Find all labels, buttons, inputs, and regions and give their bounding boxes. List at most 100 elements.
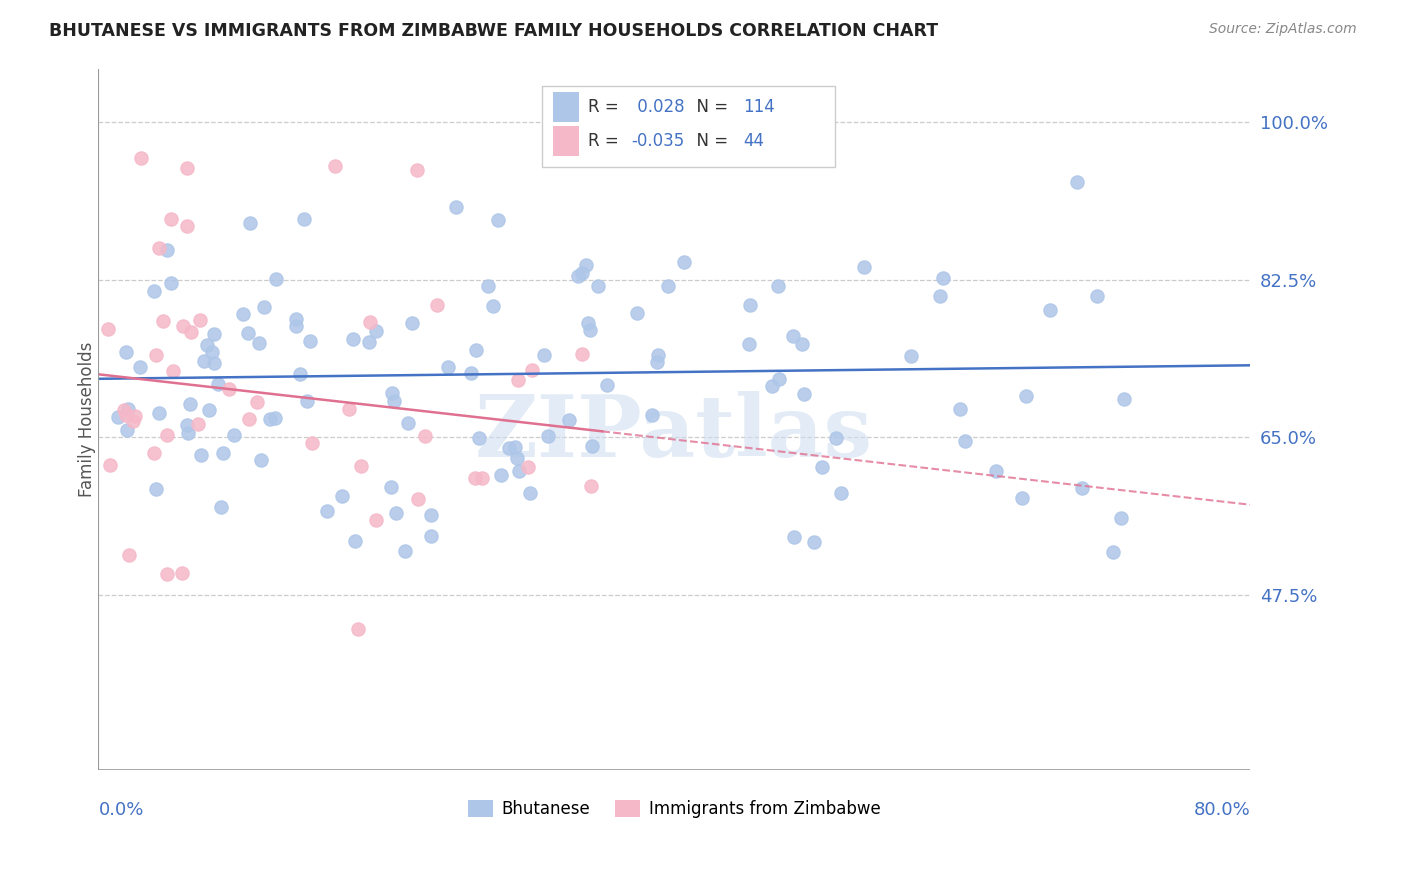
Point (406, 491, 429, 506)
Point (236, 326, 259, 340)
Point (1085, 289, 1108, 303)
Point (672, 255, 695, 269)
Point (803, 535, 825, 549)
Point (768, 372, 790, 386)
Point (259, 412, 281, 426)
Legend: Bhutanese, Immigrants from Zimbabwe: Bhutanese, Immigrants from Zimbabwe (461, 793, 887, 825)
Point (170, 566, 193, 580)
Point (364, 513, 387, 527)
Point (323, 159, 346, 173)
Point (380, 480, 402, 494)
Text: ZIPatlas: ZIPatlas (475, 392, 873, 475)
Point (212, 446, 235, 460)
Point (122, 415, 145, 429)
Point (793, 386, 815, 401)
Point (482, 299, 505, 313)
Point (738, 298, 761, 312)
Text: 44: 44 (744, 132, 765, 150)
Point (298, 334, 321, 348)
Point (142, 446, 165, 460)
Point (444, 200, 467, 214)
Point (195, 338, 218, 352)
Point (117, 423, 139, 437)
Point (190, 448, 212, 462)
Point (330, 489, 353, 503)
Point (810, 459, 832, 474)
Point (98, 458, 121, 472)
Point (160, 276, 183, 290)
Point (202, 356, 225, 370)
Point (162, 364, 184, 378)
Point (626, 306, 648, 320)
Point (218, 382, 240, 396)
Point (537, 429, 560, 443)
Text: 0.028: 0.028 (631, 98, 685, 116)
Point (464, 343, 486, 357)
Point (232, 307, 254, 321)
Point (382, 393, 405, 408)
Point (738, 337, 761, 351)
Point (128, 359, 150, 374)
Text: BHUTANESE VS IMMIGRANTS FROM ZIMBABWE FAMILY HOUSEHOLDS CORRELATION CHART: BHUTANESE VS IMMIGRANTS FROM ZIMBABWE FA… (49, 22, 938, 40)
Point (107, 410, 129, 425)
Point (115, 408, 138, 422)
Text: 114: 114 (744, 98, 775, 116)
Point (1114, 392, 1136, 407)
Point (250, 453, 273, 467)
Point (486, 213, 509, 227)
Point (180, 325, 202, 339)
Point (533, 348, 555, 362)
Point (396, 416, 419, 430)
Point (145, 482, 167, 496)
Point (647, 348, 669, 362)
Point (900, 349, 922, 363)
Point (143, 285, 166, 299)
Point (645, 355, 668, 369)
Point (830, 486, 852, 500)
Text: 80.0%: 80.0% (1194, 802, 1250, 820)
Text: R =: R = (588, 132, 624, 150)
Text: N =: N = (686, 98, 733, 116)
Point (852, 260, 875, 275)
Point (581, 479, 603, 493)
Point (131, 151, 153, 165)
Text: Source: ZipAtlas.com: Source: ZipAtlas.com (1209, 22, 1357, 37)
Point (571, 266, 593, 280)
Point (198, 403, 221, 417)
Point (413, 428, 436, 442)
Point (1109, 511, 1132, 525)
Point (160, 211, 183, 226)
Point (263, 411, 285, 425)
Point (419, 529, 441, 543)
Point (578, 323, 600, 337)
Point (571, 347, 593, 361)
Point (477, 279, 499, 293)
Point (581, 440, 603, 454)
Point (437, 359, 460, 374)
Point (316, 504, 339, 518)
Point (567, 268, 589, 283)
Point (359, 334, 381, 349)
Point (948, 401, 970, 416)
Point (588, 279, 610, 293)
Point (595, 377, 617, 392)
Point (117, 402, 139, 417)
FancyBboxPatch shape (541, 86, 835, 167)
Point (172, 319, 194, 334)
Text: 0.0%: 0.0% (98, 802, 143, 820)
Point (381, 385, 404, 400)
Point (187, 417, 209, 432)
Point (246, 394, 269, 409)
Point (112, 402, 135, 417)
Point (177, 426, 200, 441)
Point (238, 411, 260, 425)
Point (1011, 491, 1033, 505)
Point (152, 314, 174, 328)
Point (506, 451, 529, 466)
Point (297, 393, 319, 408)
Point (489, 467, 512, 482)
Text: R =: R = (588, 98, 624, 116)
Point (207, 377, 229, 392)
Point (264, 271, 287, 285)
Point (928, 289, 950, 303)
